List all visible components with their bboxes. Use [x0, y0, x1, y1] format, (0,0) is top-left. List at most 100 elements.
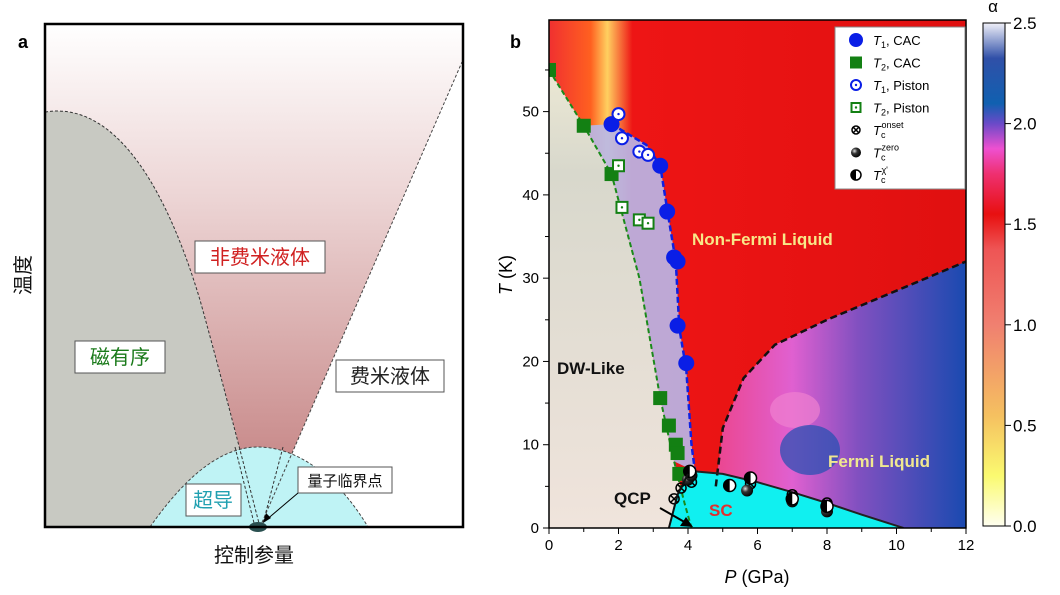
x-tick-label: 8 — [823, 537, 831, 554]
qcp-arrowhead — [263, 513, 271, 523]
qcp-arrow — [264, 492, 299, 522]
sc-region-label: SC — [709, 501, 733, 520]
data-point — [614, 131, 629, 146]
panel-label-b: b — [510, 32, 521, 52]
legend-marker — [850, 56, 862, 69]
marker-half — [723, 479, 730, 492]
y-tick-label: 30 — [522, 270, 539, 287]
colorbar-tick-label: 2.0 — [1013, 115, 1037, 134]
data-point — [612, 159, 625, 173]
legend-entry: T1, CAC — [849, 33, 921, 50]
fl-region-label: Fermi Liquid — [828, 452, 930, 471]
panel-a-frame — [43, 22, 465, 529]
data-point — [652, 157, 669, 174]
data-point — [641, 147, 656, 162]
x-axis-label-b: P (GPa) — [724, 567, 789, 587]
data-point — [615, 200, 629, 214]
qcp-label-box — [297, 466, 393, 494]
x-tick-label: 2 — [614, 537, 622, 554]
legend-marker — [850, 79, 862, 91]
legend-rest: , CAC — [886, 33, 921, 48]
marker-dot — [617, 112, 620, 116]
legend-entry: T1, Piston — [850, 78, 929, 95]
colorbar-tick-label: 1.5 — [1013, 215, 1037, 234]
legend-superscript: zero — [881, 143, 899, 153]
y-axis-label-b: T (K) — [496, 255, 516, 295]
y-tick-label: 0 — [531, 520, 539, 537]
legend-subscript: 1 — [881, 85, 886, 95]
y-tick-label: 20 — [522, 353, 539, 370]
marker-dot — [638, 150, 641, 153]
nfl-label-box — [194, 240, 326, 274]
marker-ring — [675, 482, 687, 494]
legend-label: Tcχ' — [873, 165, 888, 185]
legend-entry: T2, Piston — [850, 101, 929, 118]
qcp-pointer-arrowhead — [680, 517, 693, 527]
legend-symbol: T — [873, 56, 882, 71]
qcp-region-label: QCP — [614, 489, 651, 508]
qcp-label: 量子临界点 — [307, 472, 382, 490]
legend-entry: Tconset — [851, 120, 904, 140]
x-tick-label: 0 — [545, 537, 553, 554]
legend-label: T1, CAC — [873, 33, 921, 50]
x-axis-unit: (GPa) — [737, 567, 790, 587]
marker-dot — [620, 137, 624, 140]
legend-subscript: 1 — [881, 40, 886, 50]
colorbar-tick-label: 0.0 — [1013, 517, 1037, 536]
data-point — [659, 203, 676, 220]
legend-subscript: c — [881, 153, 886, 163]
alpha-map — [549, 20, 966, 528]
legend-label: T2, CAC — [873, 56, 921, 73]
nfl-region-label: Non-Fermi Liquid — [692, 230, 833, 249]
legend-symbol: T — [873, 33, 882, 48]
fl-label-box — [335, 359, 445, 393]
panel-a: a 非费米液体 磁有序 费米液体 超导 量子临界点 控制参量 温度 — [11, 22, 465, 567]
marker-cross — [852, 126, 860, 134]
legend-rest: , CAC — [886, 56, 921, 71]
map-fermi-liquid-area — [698, 261, 966, 528]
critical-fan-lines — [234, 446, 284, 528]
data-point — [678, 355, 695, 372]
x-axis-ticks: 0 2 4 6 8 10 12 — [545, 528, 974, 554]
legend-rest: , Piston — [886, 78, 929, 93]
data-point — [820, 499, 834, 514]
marker-half — [851, 170, 856, 180]
x-axis-label-a: 控制参量 — [214, 543, 294, 567]
marker-dot — [854, 106, 858, 109]
x-tick-label: 4 — [684, 537, 692, 554]
data-point — [682, 464, 697, 479]
fl-label: 费米液体 — [350, 364, 430, 388]
colorbar-label: α — [988, 0, 998, 16]
map-blue-spot — [780, 425, 840, 475]
y-tick-label: 10 — [522, 437, 539, 454]
legend-symbol: T — [873, 123, 882, 138]
marker-half — [786, 492, 793, 505]
legend-symbol: T — [873, 78, 882, 93]
legend-symbol: T — [873, 101, 882, 116]
series-open-circle-dot — [611, 107, 656, 162]
x-tick-label: 10 — [888, 537, 905, 554]
legend-label: T2, Piston — [873, 101, 929, 118]
marker-ring — [851, 125, 861, 135]
y-axis-unit: (K) — [496, 255, 516, 284]
nfl-label: 非费米液体 — [210, 245, 310, 269]
sc-label: 超导 — [193, 488, 233, 512]
data-point — [741, 484, 754, 497]
marker-dot — [646, 153, 650, 157]
data-point — [576, 118, 591, 133]
non-fermi-liquid-region — [45, 24, 462, 527]
marker-dot — [617, 164, 620, 167]
colorbar: α 0.0 0.5 1.0 1.5 2.0 2.5 — [982, 0, 1037, 536]
y-tick-label: 40 — [522, 187, 539, 204]
data-markers — [549, 62, 834, 518]
marker-dot — [646, 222, 650, 225]
data-point — [641, 216, 655, 230]
data-point — [653, 391, 668, 406]
magnetic-order-region — [45, 111, 260, 527]
legend-marker — [849, 33, 863, 47]
y-axis-symbol: T — [496, 282, 516, 295]
legend-superscript: onset — [881, 120, 904, 130]
x-tick-label: 6 — [753, 537, 761, 554]
